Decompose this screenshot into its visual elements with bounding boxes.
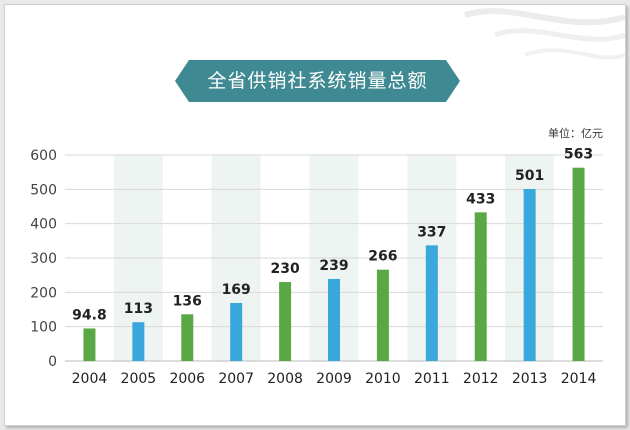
title-banner-shape (175, 60, 460, 102)
bar-2005 (132, 322, 145, 361)
y-tick-label: 600 (30, 148, 57, 164)
x-tick-label-2010: 2010 (365, 371, 401, 387)
unit-label: 单位：亿元 (548, 127, 603, 140)
value-label-2009: 239 (319, 258, 348, 274)
y-tick-label: 200 (30, 285, 57, 301)
x-tick-label-2006: 2006 (169, 371, 205, 387)
x-tick-label-2013: 2013 (512, 371, 548, 387)
value-label-2007: 169 (222, 282, 251, 298)
value-label-2011: 337 (417, 224, 446, 240)
y-tick-label: 100 (30, 320, 57, 336)
bar-2009 (328, 278, 340, 361)
bar-chart: 0 100 200 300 400 500 600 94.8 2004 113 2005 136 200… (30, 147, 603, 387)
value-label-2006: 136 (173, 293, 202, 309)
bar-2013 (523, 188, 536, 361)
value-label-2005: 113 (124, 301, 153, 317)
bar-2008 (279, 282, 292, 361)
value-label-2014: 563 (564, 147, 593, 163)
bar-2007 (230, 302, 243, 361)
value-label-2008: 230 (270, 261, 299, 277)
decorative-swirl (464, 8, 625, 60)
y-tick-label: 400 (30, 217, 57, 233)
y-tick-label: 300 (30, 251, 57, 267)
title-banner (175, 60, 460, 102)
bar-2010 (376, 269, 389, 361)
x-tick-label-2012: 2012 (463, 371, 499, 387)
x-tick-label-2014: 2014 (561, 371, 597, 387)
bar-2014 (572, 167, 585, 361)
chart-frame: 全省供销社系统销量总额 单位：亿元 0 100 200 300 400 500 600 94.… (4, 4, 626, 426)
x-tick-label-2007: 2007 (218, 371, 254, 387)
bar-2004 (83, 328, 96, 361)
x-tick-label-2005: 2005 (121, 371, 157, 387)
bar-2006 (181, 314, 194, 361)
x-tick-label-2008: 2008 (267, 371, 303, 387)
bar-2011 (425, 245, 438, 361)
bar-2012 (474, 212, 487, 361)
x-tick-label-2011: 2011 (414, 371, 450, 387)
value-label-2004: 94.8 (72, 307, 107, 323)
chart-title: 全省供销社系统销量总额 (207, 70, 428, 92)
x-tick-label-2009: 2009 (316, 371, 352, 387)
value-label-2013: 501 (515, 168, 544, 184)
y-tick-label: 0 (48, 354, 57, 370)
value-label-2012: 433 (466, 191, 495, 207)
x-tick-label-2004: 2004 (72, 371, 108, 387)
y-tick-label: 500 (30, 182, 57, 198)
value-label-2010: 266 (368, 249, 397, 265)
